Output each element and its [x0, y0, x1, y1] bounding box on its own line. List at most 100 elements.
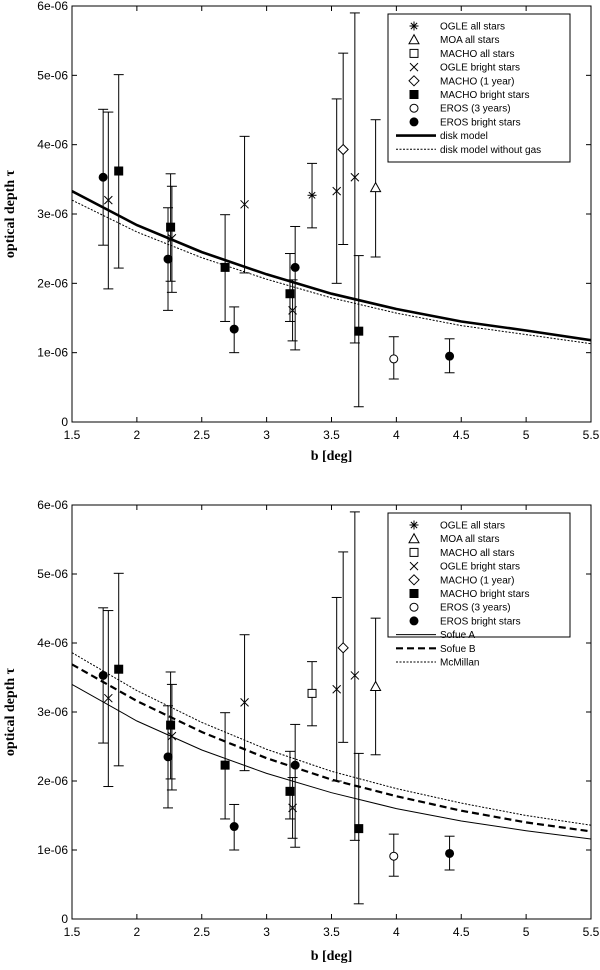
data-point-eros-bright-stars: [445, 351, 455, 361]
legend-entry: MACHO all stars: [440, 548, 514, 559]
legend-marker: [408, 33, 420, 45]
x-tick-label: 2: [134, 925, 141, 939]
legend-entry: OGLE all stars: [440, 521, 505, 532]
model-curves: [72, 189, 591, 345]
legend-entry: OGLE bright stars: [440, 63, 520, 74]
data-point-eros-3-years: [389, 354, 399, 364]
legend-marker: [409, 561, 419, 571]
x-tick-label: 5: [523, 428, 530, 442]
legend-marker: [409, 602, 419, 612]
legend-entry: MOA all stars: [440, 534, 499, 545]
y-tick-label: 2e-06: [37, 774, 68, 788]
data-point-macho-1-year: [337, 642, 349, 654]
data-point-ogle-bright-stars: [332, 186, 342, 196]
x-tick-label: 3: [263, 428, 270, 442]
legend-marker: [409, 547, 419, 557]
legend-entry: disk model: [440, 131, 488, 142]
y-tick-label: 1e-06: [37, 843, 68, 857]
data-point-ogle-bright-stars: [332, 684, 342, 694]
legend-entry: disk model without gas: [440, 145, 541, 156]
x-axis-label: b [deg]: [311, 949, 353, 964]
data-point-macho-bright-stars: [114, 166, 124, 176]
series-line-sofue-b: [72, 663, 591, 833]
y-tick-label: 3e-06: [37, 705, 68, 719]
legend-entry: MACHO bright stars: [440, 90, 529, 101]
x-tick-label: 3.5: [323, 925, 340, 939]
data-point-eros-bright-stars: [229, 324, 239, 334]
data-point-macho-bright-stars: [114, 664, 124, 674]
legend-marker: [408, 75, 420, 87]
model-curves: [72, 652, 591, 840]
legend: OGLE all stars MOA all stars MACHO all sta…: [387, 512, 571, 669]
data-point-ogle-bright-stars: [103, 693, 113, 703]
data-point-eros-3-years: [389, 851, 399, 861]
data-point-macho-all-stars: [307, 688, 317, 698]
legend-marker: [409, 62, 419, 72]
data-point-ogle-bright-stars: [167, 731, 177, 741]
data-point-macho-bright-stars: [285, 289, 295, 299]
data-point-macho-bright-stars: [354, 326, 364, 336]
legend-marker: [409, 589, 419, 598]
x-tick-label: 2.5: [193, 428, 210, 442]
legend-marker: [409, 117, 419, 127]
legend-entry: McMillan: [440, 658, 479, 669]
data-point-ogle-bright-stars: [240, 697, 249, 707]
y-tick-label: 6e-06: [37, 0, 68, 13]
y-tick-label: 4e-06: [37, 636, 68, 650]
data-point-eros-bright-stars: [229, 822, 239, 832]
legend-box: [387, 13, 571, 163]
legend-marker: [409, 90, 419, 99]
legend-entry: OGLE all stars: [440, 22, 505, 33]
y-tick-label: 0: [61, 912, 68, 926]
y-axis-label: optical depth τ: [3, 169, 18, 258]
data-point-ogle-bright-stars: [350, 172, 360, 182]
y-tick-label: 5e-06: [37, 68, 68, 82]
data-point-eros-bright-stars: [163, 752, 173, 762]
data-point-macho-bright-stars: [220, 760, 230, 770]
y-tick-label: 6e-06: [37, 498, 68, 512]
data-point-macho-bright-stars: [166, 720, 176, 730]
x-tick-label: 1.5: [64, 428, 81, 442]
data-point-ogle-bright-stars: [240, 199, 249, 209]
x-tick-label: 2: [134, 428, 141, 442]
y-tick-label: 2e-06: [37, 276, 68, 290]
x-tick-label: 5.5: [583, 428, 600, 442]
data-point-macho-1-year: [337, 143, 349, 156]
y-tick-label: 1e-06: [37, 346, 68, 360]
x-tick-label: 5: [523, 925, 530, 939]
legend-entry: MOA all stars: [440, 35, 499, 46]
data-point-macho-bright-stars: [354, 824, 364, 834]
legend-marker: [408, 574, 420, 586]
legend-entry: EROS bright stars: [440, 117, 521, 128]
x-axis-label: b [deg]: [311, 449, 353, 464]
legend-entry: MACHO all stars: [440, 49, 514, 60]
top-chart-panel: 1.5 2 2.5 3 3.5 4 4.5 5 5.5 0 1e-06 2e-06 3e-06 4e-06…: [3, 0, 600, 464]
data-point-macho-bright-stars: [166, 222, 176, 232]
data-point-eros-bright-stars: [163, 254, 173, 264]
legend-marker: [409, 616, 419, 626]
x-tick-label: 2.5: [193, 925, 210, 939]
data-point-eros-bright-stars: [98, 670, 108, 680]
y-tick-label: 3e-06: [37, 207, 68, 221]
legend-entry: MACHO bright stars: [440, 589, 529, 600]
data-point-eros-bright-stars: [290, 262, 300, 272]
data-point-eros-bright-stars: [290, 760, 300, 770]
data-point-eros-bright-stars: [445, 848, 455, 858]
x-tick-label: 1.5: [64, 925, 81, 939]
series-line-disk-model-without-gas: [72, 199, 591, 345]
legend-entry: EROS bright stars: [440, 616, 521, 627]
x-tick-label: 3: [263, 925, 270, 939]
legend-entry: Sofue B: [440, 644, 476, 655]
data-point-moa-all-stars: [369, 680, 382, 691]
data-point-macho-bright-stars: [220, 262, 230, 272]
x-tick-label: 4: [393, 925, 400, 939]
legend-entry: EROS (3 years): [440, 104, 511, 115]
x-tick-label: 4: [393, 428, 400, 442]
legend-marker: [408, 532, 420, 544]
y-axis-label: optical depth τ: [3, 667, 18, 756]
data-point-moa-all-stars: [369, 181, 382, 193]
data-point-ogle-all-stars: [307, 190, 317, 200]
series-line-mcmillan: [72, 652, 591, 826]
y-tick-label: 5e-06: [37, 567, 68, 581]
